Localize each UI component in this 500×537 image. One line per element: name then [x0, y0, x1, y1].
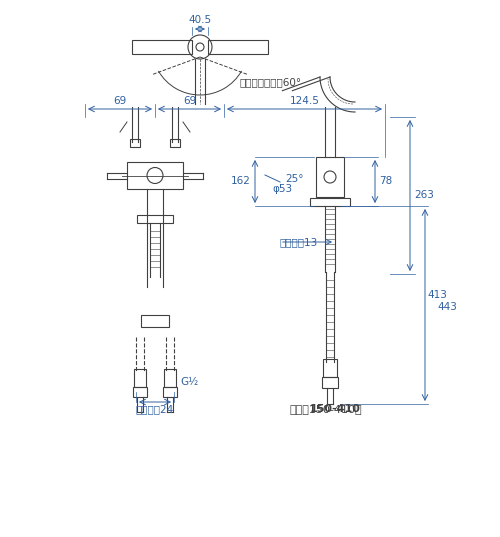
Text: G½: G½ — [180, 377, 198, 387]
Bar — [132, 40, 192, 54]
Text: 443: 443 — [437, 302, 457, 312]
Text: 25°: 25° — [285, 174, 304, 184]
Text: 六角対邂24: 六角対邂24 — [135, 404, 173, 414]
Bar — [163, 387, 177, 397]
Text: 六角対邂13: 六角対邂13 — [280, 237, 318, 247]
Text: （図は150-410）: （図は150-410） — [290, 404, 362, 414]
Bar — [141, 315, 169, 327]
Bar — [208, 40, 268, 54]
Bar — [322, 377, 338, 388]
Bar — [323, 359, 337, 377]
Text: 78: 78 — [379, 177, 392, 186]
Bar — [133, 387, 147, 397]
Text: 150-410: 150-410 — [310, 404, 361, 414]
Bar — [170, 139, 180, 147]
Text: 69: 69 — [114, 96, 126, 106]
Bar — [127, 162, 183, 189]
Bar — [310, 198, 350, 206]
Bar — [130, 139, 140, 147]
Text: スパウト回転觓60°: スパウト回転觓60° — [240, 77, 302, 87]
Text: 413: 413 — [427, 290, 447, 300]
Text: 162: 162 — [231, 177, 251, 186]
Text: φ53: φ53 — [272, 184, 292, 194]
Text: 124.5: 124.5 — [290, 96, 320, 106]
Bar — [316, 157, 344, 197]
Text: 263: 263 — [414, 191, 434, 200]
Bar — [164, 369, 176, 387]
Bar — [134, 369, 146, 387]
Bar — [137, 215, 173, 223]
Text: 69: 69 — [183, 96, 196, 106]
Text: 40.5: 40.5 — [188, 15, 212, 25]
